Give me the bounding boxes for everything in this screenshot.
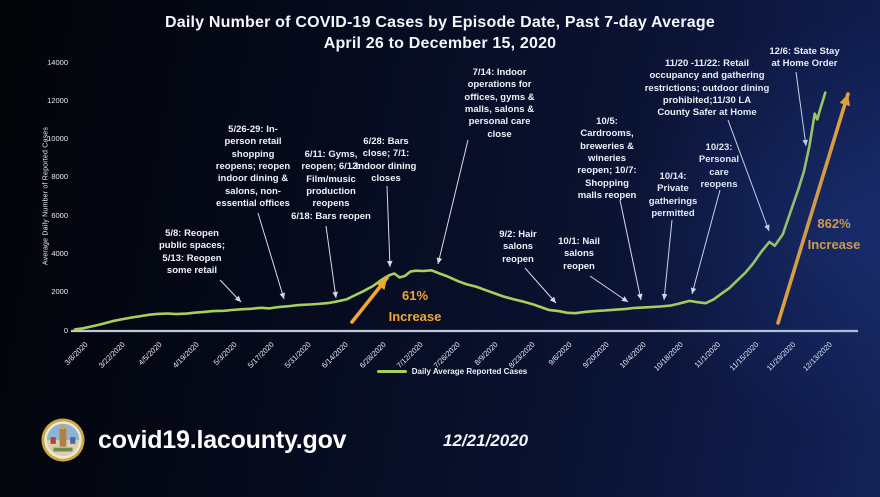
y-tick: 2000	[51, 287, 68, 297]
y-tick: 12000	[47, 95, 68, 105]
annotation-6-28: 6/28: Bars close; 7/1: Indoor dining clo…	[355, 136, 417, 185]
footer-date: 12/21/2020	[443, 431, 529, 450]
y-tick: 6000	[51, 210, 68, 220]
y-tick: 0	[63, 325, 68, 335]
x-tick: 8/23/2020	[506, 340, 537, 370]
y-tick: 14000	[47, 57, 68, 67]
annotation-10-1: 10/1: Nail salons reopen	[558, 236, 600, 272]
legend-line-swatch	[376, 369, 407, 374]
la-county-seal-icon	[41, 418, 85, 462]
x-tick: 9/20/2020	[580, 340, 611, 370]
y-tick: 4000	[51, 248, 68, 258]
x-tick: 7/12/2020	[394, 340, 425, 370]
x-tick: 6/28/2020	[357, 340, 388, 370]
la-county-seal	[40, 416, 86, 469]
annotation-11-20: 11/20 -11/22: Retail occupancy and gathe…	[644, 58, 770, 119]
x-tick: 3/8/2020	[62, 340, 90, 368]
x-tick: 6/14/2020	[320, 340, 351, 370]
x-tick: 5/17/2020	[245, 340, 276, 370]
x-tick: 8/9/2020	[472, 340, 500, 368]
x-tick: 11/1/2020	[693, 340, 723, 370]
legend-label: Daily Average Reported Cases	[411, 367, 528, 376]
annotation-10-23: 10/23: Personal care reopens	[698, 142, 740, 191]
annotation-9-2: 9/2: Hair salons reopen	[499, 229, 537, 265]
x-tick: 4/19/2020	[171, 340, 202, 370]
annotation-5-26: 5/26-29: In- person retail shopping reop…	[215, 124, 291, 210]
legend: Daily Average Reported Cases	[0, 367, 880, 376]
x-tick: 5/3/2020	[211, 340, 239, 368]
x-tick: 9/6/2020	[546, 340, 574, 368]
y-tick: 8000	[51, 172, 68, 182]
chart-title-line2: April 26 to December 15, 2020	[323, 35, 557, 53]
x-tick: 5/31/2020	[282, 340, 313, 370]
footer-url: covid19.lacounty.gov	[98, 426, 347, 454]
x-tick: 3/22/2020	[96, 340, 127, 370]
increase-label-61: 61% Increase	[388, 288, 442, 324]
x-tick: 10/4/2020	[618, 340, 649, 370]
increase-label-862: 862% Increase	[807, 216, 861, 252]
chart-title: Daily Number of COVID-19 Cases by Episod…	[0, 12, 880, 54]
annotation-7-14: 7/14: Indoor operations for offices, gym…	[464, 67, 535, 140]
chart-title-line1: Daily Number of COVID-19 Cases by Episod…	[165, 14, 715, 31]
annotation-12-6: 12/6: State Stay at Home Order	[769, 46, 840, 70]
annotation-6-11: 6/11: Gyms, reopen; 6/12: Film/music pro…	[291, 149, 371, 222]
y-tick: 10000	[47, 134, 68, 144]
annotation-10-5: 10/5: Cardrooms, breweries & wineries re…	[577, 116, 637, 202]
annotation-5-8: 5/8: Reopen public spaces; 5/13: Reopen …	[159, 228, 225, 277]
x-tick: 4/5/2020	[136, 340, 164, 368]
annotation-10-14: 10/14: Private gatherings permitted	[648, 171, 698, 220]
y-axis-label: Average Daily Number of Reported Cases	[42, 126, 50, 266]
x-tick: 7/26/2020	[431, 340, 462, 370]
